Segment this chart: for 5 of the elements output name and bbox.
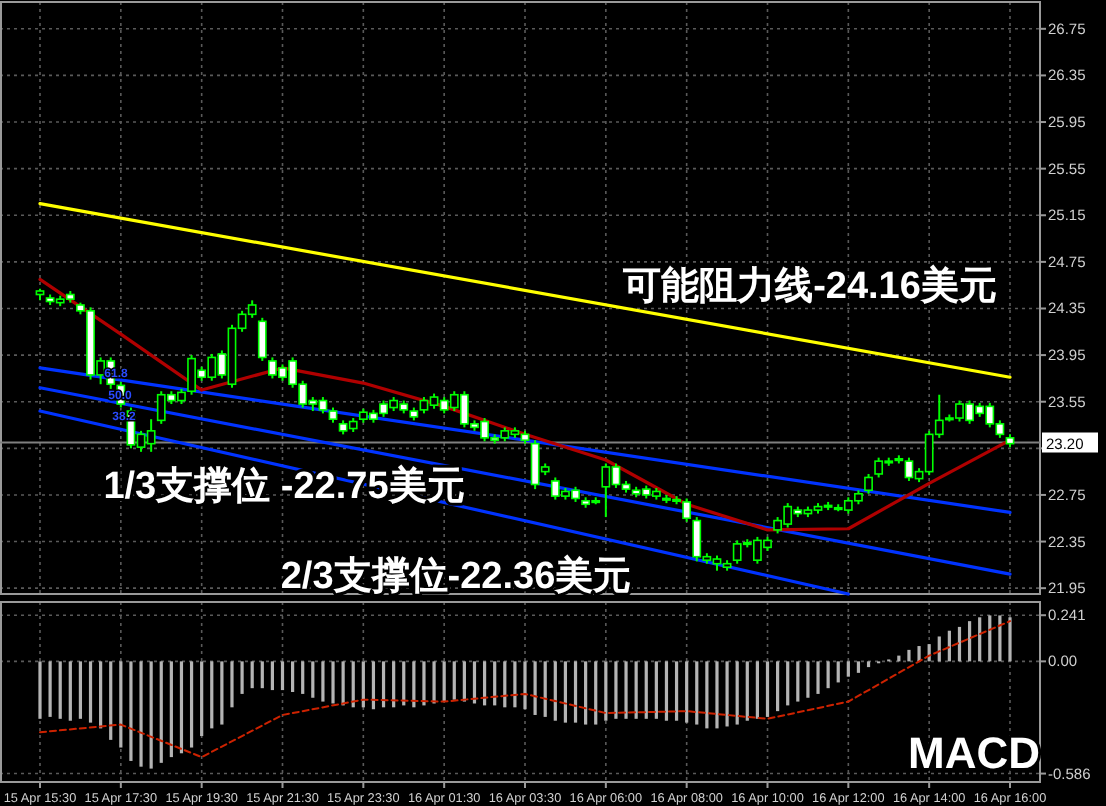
annotation: 2/3支撑位-22.36美元 [280,554,632,598]
annotation: MACD [908,728,1040,778]
annotation: 可能阻力线-24.16美元 [621,264,997,308]
candlestick [864,472,873,495]
candlestick [257,316,267,362]
